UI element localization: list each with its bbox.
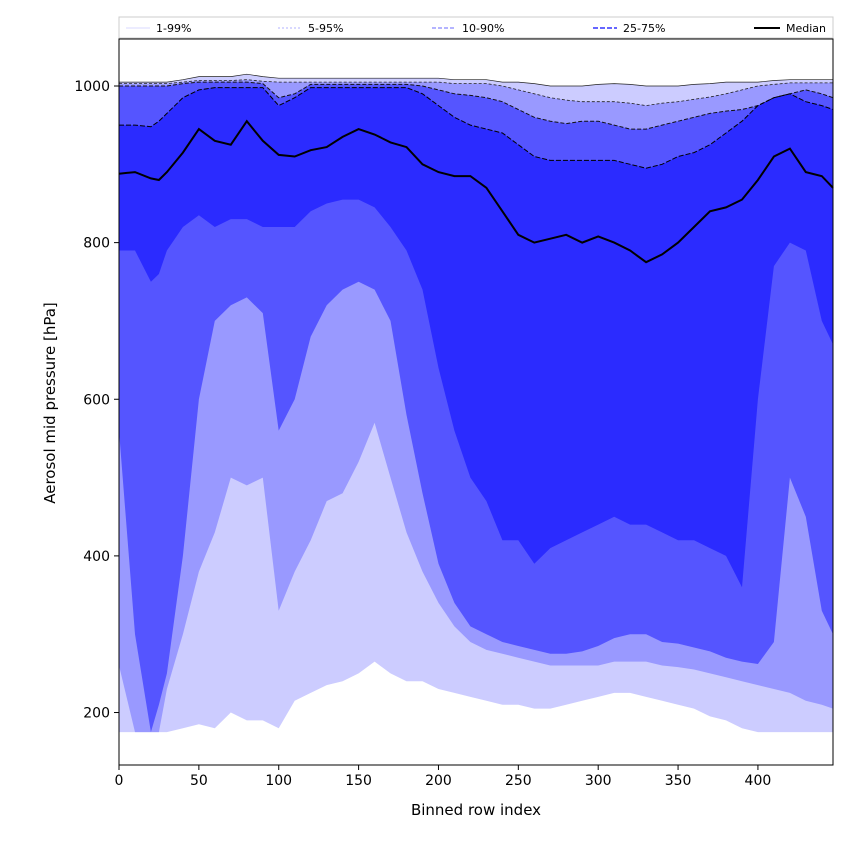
y-tick-label: 200 xyxy=(83,706,110,722)
y-tick-label: 1000 xyxy=(74,79,110,95)
legend-label-median: Median xyxy=(786,22,826,35)
y-axis-label: Aerosol mid pressure [hPa] xyxy=(41,302,59,504)
legend-label: 1-99% xyxy=(156,22,191,35)
x-tick-label: 150 xyxy=(345,773,372,789)
x-axis-label: Binned row index xyxy=(411,801,541,819)
bands-layer xyxy=(119,74,833,733)
edge-99 xyxy=(119,73,833,87)
x-tick-label: 200 xyxy=(425,773,452,789)
edge-90 xyxy=(119,81,834,130)
median-line xyxy=(118,119,834,264)
band-25-75 xyxy=(119,87,833,588)
edge-95 xyxy=(119,79,833,107)
edge-75 xyxy=(119,87,834,169)
plot-frame xyxy=(118,38,834,766)
y-tick-label: 400 xyxy=(83,549,110,565)
median-layer xyxy=(118,119,834,264)
legend-label: 25-75% xyxy=(623,22,665,35)
legend-label: 10-90% xyxy=(462,22,504,35)
legend-label: 5-95% xyxy=(308,22,343,35)
y-tick-label: 600 xyxy=(83,392,110,408)
x-tick-label: 350 xyxy=(665,773,692,789)
x-tick-label: 0 xyxy=(115,773,124,789)
legend-box xyxy=(118,16,834,39)
x-tick-label: 250 xyxy=(505,773,532,789)
x-tick-label: 300 xyxy=(585,773,612,789)
band-edge-lines xyxy=(119,73,834,169)
x-tick-label: 50 xyxy=(190,773,208,789)
legend: 1-99% 5-95% 10-90% 25-75% Median xyxy=(118,16,834,39)
x-tick-label: 400 xyxy=(745,773,772,789)
x-axis: 0 50 100 150 200 250 300 350 400 xyxy=(115,765,772,789)
y-axis: 200 400 600 800 1000 xyxy=(74,79,119,722)
x-tick-label: 100 xyxy=(265,773,292,789)
y-tick-label: 800 xyxy=(83,236,110,252)
